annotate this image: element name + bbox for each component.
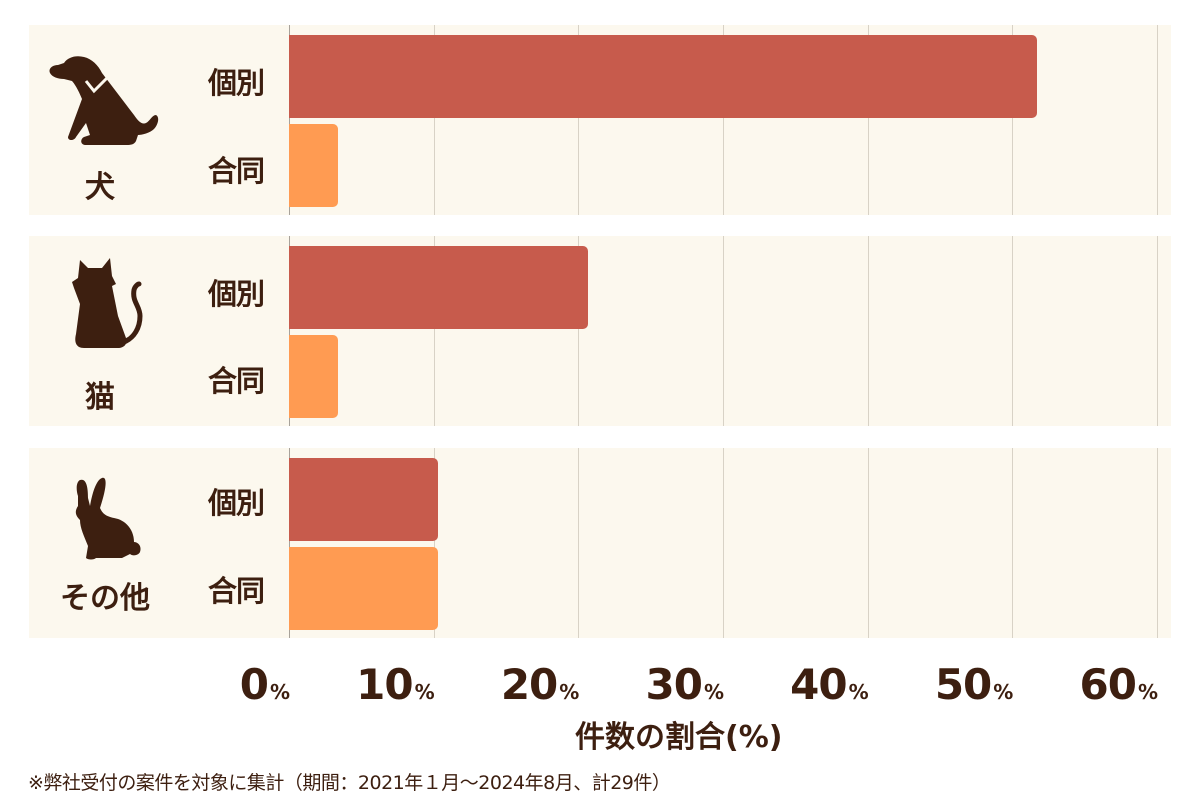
gridline: [1012, 448, 1014, 638]
group-label-dog: 犬: [85, 170, 115, 205]
bar-dog-joint: [289, 124, 339, 207]
group-label-other: その他: [60, 581, 150, 616]
footnote: ※弊社受付の案件を対象に集計（期間：2021年１月〜2024年8月、計29件）: [28, 772, 671, 794]
y-axis-line: [289, 236, 290, 426]
group-panel-cat: [29, 236, 1171, 426]
bar-cat-individual: [289, 246, 589, 329]
group-panel-other: [29, 448, 1171, 638]
gridline: [723, 25, 724, 215]
x-tick-label: 40%: [790, 660, 869, 709]
bar-dog-individual: [289, 35, 1037, 118]
sub-label-cat-individual: 個別: [207, 277, 265, 311]
x-tick-label: 10%: [356, 660, 435, 709]
gridline: [578, 25, 580, 215]
gridline: [1157, 448, 1158, 638]
gridline: [1157, 25, 1158, 215]
sub-label-other-joint: 合同: [207, 574, 265, 608]
gridline: [867, 25, 869, 215]
gridline: [1157, 236, 1158, 426]
x-axis-label: 件数の割合(%): [575, 720, 783, 755]
bar-cat-joint: [289, 335, 339, 418]
sub-label-other-individual: 個別: [207, 486, 265, 520]
x-tick-label: 50%: [934, 660, 1014, 709]
x-tick-label: 30%: [645, 660, 725, 709]
x-tick-label: 20%: [500, 660, 580, 709]
gridline: [723, 448, 724, 638]
group-label-cat: 猫: [85, 380, 115, 415]
x-tick-label: 0%: [239, 660, 290, 709]
cat-icon: [72, 258, 143, 348]
gridline: [1012, 236, 1014, 426]
x-tick-label: 60%: [1079, 660, 1159, 709]
y-axis-line: [289, 25, 290, 215]
sub-label-dog-individual: 個別: [207, 66, 265, 100]
gridline: [867, 236, 869, 426]
gridline: [578, 236, 580, 426]
gridline: [723, 236, 724, 426]
gridline: [433, 25, 435, 215]
sub-label-dog-joint: 合同: [207, 154, 265, 188]
gridline: [433, 236, 435, 426]
gridline: [867, 448, 869, 638]
gridline: [578, 448, 580, 638]
rabbit-icon: [75, 477, 141, 560]
dog-icon: [49, 56, 159, 145]
y-axis-line: [289, 448, 290, 638]
bar-other-joint: [289, 547, 438, 630]
sub-label-cat-joint: 合同: [207, 364, 265, 398]
bar-other-individual: [289, 458, 438, 541]
gridline: [433, 448, 435, 638]
gridline: [1012, 25, 1014, 215]
